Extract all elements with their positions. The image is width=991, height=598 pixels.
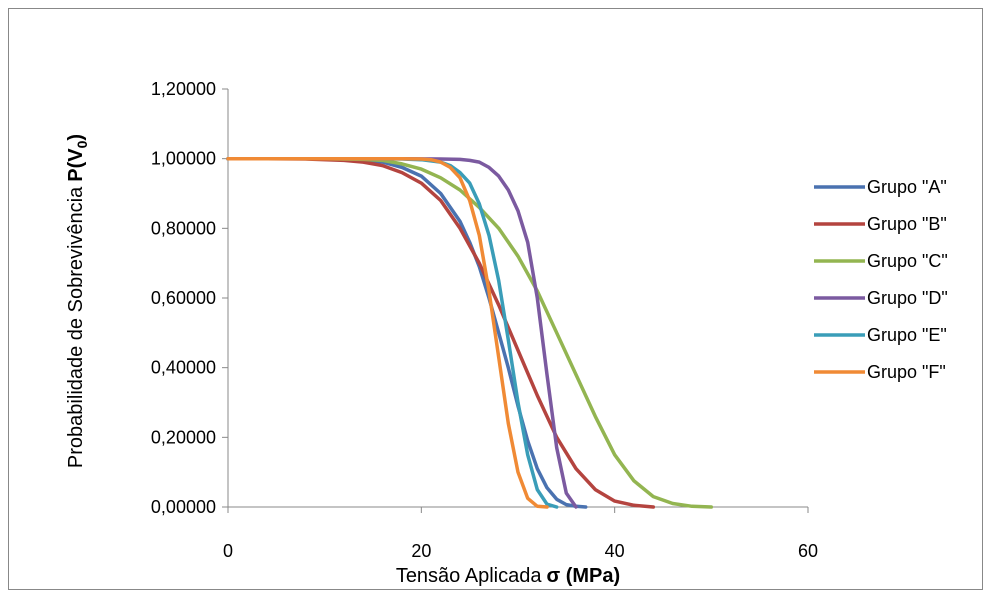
y-tick-label: 1,20000 [151,79,216,99]
legend-label: Grupo "F" [867,362,946,382]
x-ticks: 0 20 40 60 [223,507,818,561]
y-tick-label: 0,80000 [151,218,216,238]
y-tick-label: 0,20000 [151,427,216,447]
series-lines [226,156,714,509]
y-tick-label: 0,60000 [151,288,216,308]
legend-label: Grupo "A" [867,177,947,197]
x-tick-label: 0 [223,541,233,561]
y-tick-label: 0,40000 [151,358,216,378]
legend-label: Grupo "E" [867,325,947,345]
legend-label: Grupo "B" [867,214,947,234]
y-tick-label: 1,00000 [151,149,216,169]
x-axis-title-symbol: σ (MPa) [546,565,620,587]
plot-area: 0,00000 0,20000 0,40000 0,60000 0,80000 1,000… [151,79,818,561]
x-axis-title: Tensão Aplicada σ (MPa) [396,565,620,587]
y-tick-label: 0,00000 [151,497,216,517]
y-axis-title-symbol: P(V [65,148,87,182]
x-tick-label: 60 [798,541,818,561]
x-axis-title-text: Tensão Aplicada [396,565,543,587]
x-tick-label: 20 [411,541,431,561]
y-axis-title-subscript: 0 [74,140,90,148]
y-axis-title: Probabilidade de Sobrevivência P(V0) [65,134,90,468]
y-ticks: 0,00000 0,20000 0,40000 0,60000 0,80000 1,000… [151,79,228,517]
legend: Grupo "A" Grupo "B" Grupo "C" Grupo "D" Grup… [814,177,948,382]
legend-label: Grupo "C" [867,251,948,271]
y-axis-title-close: ) [65,134,87,141]
x-tick-label: 40 [605,541,625,561]
legend-label: Grupo "D" [867,288,948,308]
y-axis-title-text: Probabilidade de Sobrevivência [65,186,87,468]
series-line-f [226,156,549,509]
